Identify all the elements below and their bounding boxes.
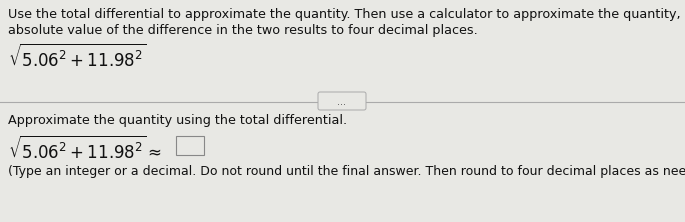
Text: (Type an integer or a decimal. Do not round until the final answer. Then round t: (Type an integer or a decimal. Do not ro…: [8, 165, 685, 178]
Text: Approximate the quantity using the total differential.: Approximate the quantity using the total…: [8, 114, 347, 127]
Text: absolute value of the difference in the two results to four decimal places.: absolute value of the difference in the …: [8, 24, 477, 37]
Text: $\sqrt{5.06^2+11.98^2}\approx$: $\sqrt{5.06^2+11.98^2}\approx$: [8, 136, 162, 163]
Text: $\sqrt{5.06^2+11.98^2}$: $\sqrt{5.06^2+11.98^2}$: [8, 44, 147, 71]
Text: ...: ...: [338, 97, 347, 107]
Text: Use the total differential to approximate the quantity. Then use a calculator to: Use the total differential to approximat…: [8, 8, 685, 21]
FancyBboxPatch shape: [318, 92, 366, 110]
FancyBboxPatch shape: [176, 136, 204, 155]
